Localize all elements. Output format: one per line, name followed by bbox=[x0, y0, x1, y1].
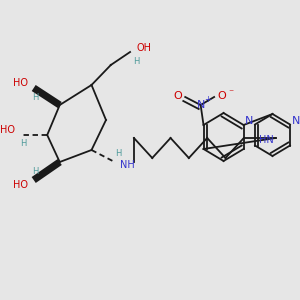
Text: N: N bbox=[196, 100, 205, 110]
Text: N: N bbox=[245, 116, 254, 125]
Text: OH: OH bbox=[136, 43, 151, 53]
Text: ⁻: ⁻ bbox=[228, 88, 233, 98]
Text: N: N bbox=[292, 116, 300, 125]
Text: O: O bbox=[173, 91, 182, 101]
Text: H: H bbox=[32, 92, 39, 101]
Text: NH: NH bbox=[120, 160, 135, 170]
Text: H: H bbox=[32, 167, 39, 176]
Text: HO: HO bbox=[13, 78, 28, 88]
Text: HN: HN bbox=[259, 135, 273, 145]
Text: H: H bbox=[115, 148, 122, 158]
Text: HO: HO bbox=[13, 180, 28, 190]
Text: H: H bbox=[20, 140, 26, 148]
Text: H: H bbox=[133, 56, 139, 65]
Text: HO: HO bbox=[0, 125, 15, 135]
Text: O: O bbox=[218, 91, 226, 101]
Text: +: + bbox=[204, 95, 211, 104]
